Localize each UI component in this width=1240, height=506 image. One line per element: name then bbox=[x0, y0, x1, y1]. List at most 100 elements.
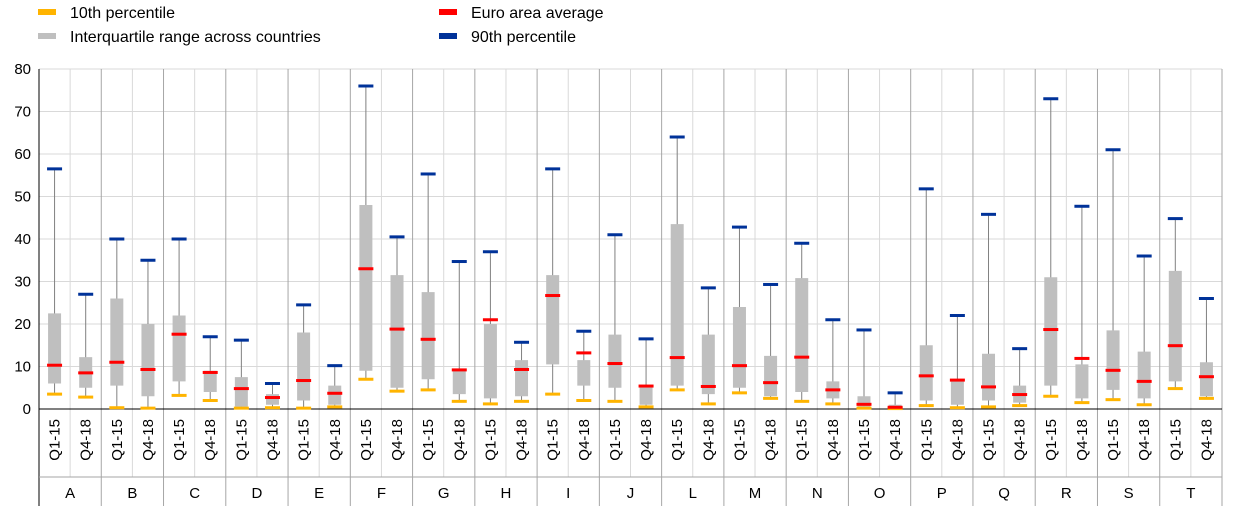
p10-marker bbox=[358, 377, 374, 381]
p10-marker bbox=[981, 405, 997, 409]
x-tick-label-period: Q1-15 bbox=[918, 419, 935, 461]
x-tick-label-period: Q4-18 bbox=[1012, 419, 1029, 461]
y-tick-label: 0 bbox=[23, 401, 31, 418]
p10-marker bbox=[202, 399, 218, 402]
p10-marker bbox=[109, 406, 125, 410]
p90-marker bbox=[1198, 297, 1214, 300]
p10-marker bbox=[1136, 403, 1152, 407]
x-group-label: B bbox=[127, 485, 137, 502]
x-group-label: D bbox=[251, 485, 262, 502]
x-tick-label-period: Q1-15 bbox=[607, 419, 624, 461]
legend-swatch-iqr bbox=[38, 33, 56, 39]
x-tick-label-period: Q1-15 bbox=[981, 419, 998, 461]
average-marker bbox=[825, 388, 841, 392]
p90-marker bbox=[47, 167, 63, 171]
iqr-box bbox=[172, 315, 186, 382]
p90-marker bbox=[202, 335, 218, 339]
p90-marker bbox=[109, 237, 125, 241]
average-marker bbox=[296, 379, 312, 383]
iqr-box bbox=[546, 275, 560, 365]
p10-marker bbox=[296, 406, 312, 410]
iqr-box bbox=[110, 298, 124, 386]
x-tick-label-period: Q1-15 bbox=[545, 419, 562, 461]
iqr-box bbox=[359, 205, 373, 371]
p10-marker bbox=[327, 405, 343, 409]
p10-marker bbox=[1198, 396, 1214, 400]
iqr-box bbox=[701, 334, 715, 395]
p10-marker bbox=[140, 406, 156, 410]
p90-marker bbox=[327, 364, 343, 368]
x-tick-label-period: Q1-15 bbox=[482, 419, 499, 461]
average-marker bbox=[514, 367, 530, 371]
average-marker bbox=[1105, 368, 1121, 372]
x-group-label: Q bbox=[998, 485, 1010, 502]
p90-marker bbox=[264, 382, 280, 385]
x-tick-label-period: Q4-18 bbox=[78, 419, 95, 461]
p90-marker bbox=[140, 258, 156, 262]
p90-marker bbox=[1043, 97, 1059, 101]
p90-marker bbox=[358, 84, 374, 88]
x-tick-label-period: Q1-15 bbox=[1105, 419, 1122, 461]
x-tick-label-period: Q1-15 bbox=[420, 419, 437, 461]
x-group-label: C bbox=[189, 485, 200, 502]
p90-marker bbox=[981, 212, 997, 216]
x-tick-label-period: Q1-15 bbox=[109, 419, 126, 461]
average-marker bbox=[731, 364, 747, 368]
x-tick-label-period: Q1-15 bbox=[669, 419, 686, 461]
iqr-box bbox=[234, 377, 248, 407]
iqr-box bbox=[297, 332, 311, 401]
iqr-box bbox=[421, 292, 435, 380]
p10-marker bbox=[545, 392, 561, 396]
p10-marker bbox=[482, 402, 498, 406]
average-marker bbox=[949, 378, 965, 382]
x-tick-label-period: Q4-18 bbox=[576, 419, 593, 461]
average-marker bbox=[918, 374, 934, 378]
x-tick-label-period: Q4-18 bbox=[264, 419, 281, 461]
p90-marker bbox=[731, 225, 747, 229]
x-group-label: M bbox=[749, 485, 762, 502]
p90-marker bbox=[669, 135, 685, 139]
p10-marker bbox=[949, 406, 965, 410]
y-tick-label: 20 bbox=[14, 316, 31, 333]
p10-marker bbox=[576, 399, 592, 402]
iqr-box bbox=[1137, 351, 1151, 399]
p10-marker bbox=[514, 399, 530, 403]
p90-marker bbox=[482, 250, 498, 254]
iqr-box bbox=[265, 394, 279, 405]
p10-marker bbox=[856, 406, 872, 410]
iqr-box bbox=[857, 396, 871, 407]
iqr-box bbox=[577, 360, 591, 386]
legend-swatch-p10 bbox=[38, 9, 56, 15]
legend-label-p90: 90th percentile bbox=[471, 29, 576, 46]
iqr-box bbox=[48, 313, 62, 384]
x-group-label: I bbox=[566, 485, 570, 502]
p90-marker bbox=[825, 318, 841, 322]
p90-marker bbox=[171, 237, 187, 241]
average-marker bbox=[887, 405, 903, 409]
p90-marker bbox=[576, 329, 592, 333]
p10-marker bbox=[669, 388, 685, 392]
iqr-box bbox=[950, 379, 964, 405]
x-group-label: E bbox=[314, 485, 324, 502]
x-tick-label-period: Q1-15 bbox=[856, 419, 873, 461]
average-marker bbox=[545, 294, 561, 298]
iqr-box bbox=[203, 370, 217, 392]
average-marker bbox=[1136, 379, 1152, 383]
iqr-box bbox=[1106, 330, 1120, 390]
iqr-box bbox=[452, 368, 466, 395]
y-tick-label: 60 bbox=[14, 146, 31, 163]
x-tick-label-period: Q1-15 bbox=[47, 419, 64, 461]
average-marker bbox=[856, 402, 872, 406]
p90-marker bbox=[700, 286, 716, 290]
p10-marker bbox=[1074, 401, 1090, 405]
x-tick-label-period: Q4-18 bbox=[638, 419, 655, 461]
average-marker bbox=[140, 367, 156, 371]
y-tick-label: 50 bbox=[14, 189, 31, 206]
average-marker bbox=[451, 368, 467, 372]
average-marker bbox=[389, 327, 405, 331]
x-group-label: O bbox=[874, 485, 886, 502]
x-tick-label-period: Q1-15 bbox=[1043, 419, 1060, 461]
y-tick-label: 70 bbox=[14, 104, 31, 121]
